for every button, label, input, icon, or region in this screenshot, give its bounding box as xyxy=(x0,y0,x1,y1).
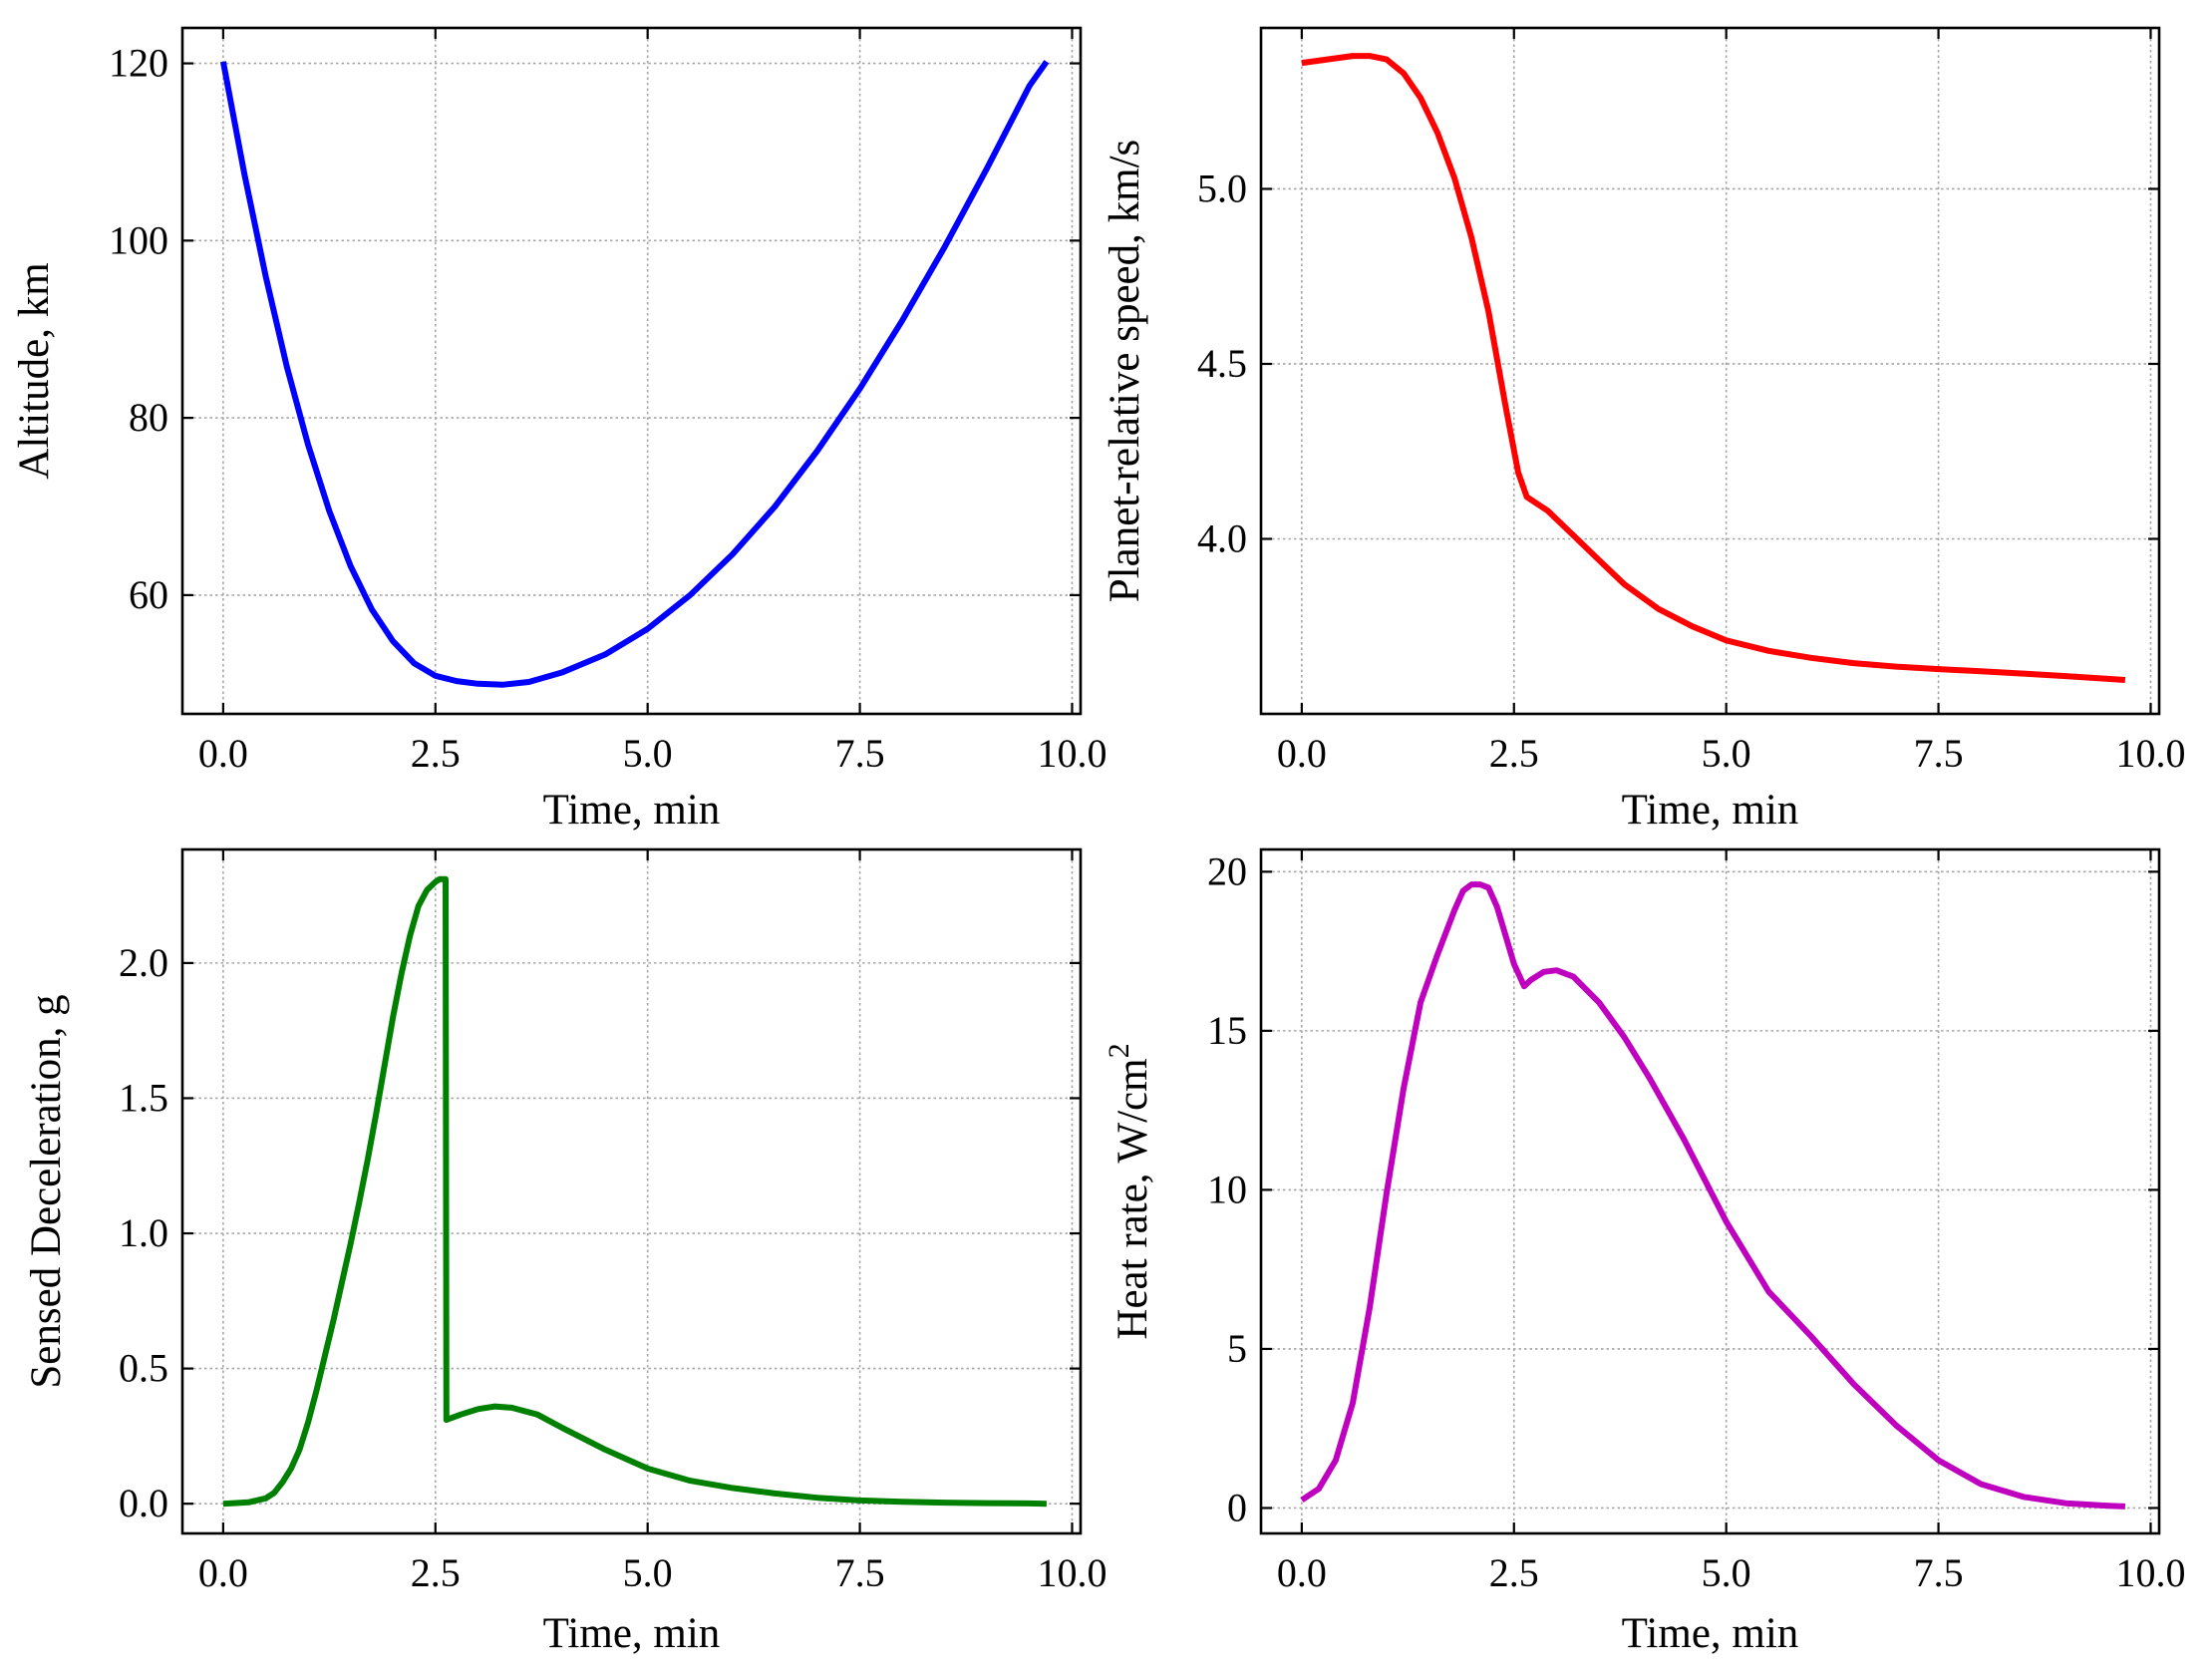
chart-panel-1: 0.0 2.5 5.0 7.5 10.0 60 80 100 120 Time, min Altit… xyxy=(11,26,1106,834)
chart-panel-2: 0.0 2.5 5.0 7.5 10.0 4.0 4.5 5.0 Time, min Planet… xyxy=(1102,26,2185,834)
y-tick-label: 5.0 xyxy=(1197,166,1247,210)
x-axis-label: Time, min xyxy=(1622,1610,1799,1657)
y-axis-label-text: Sensed Deceleration, g xyxy=(23,994,70,1388)
x-axis-label: Time, min xyxy=(543,787,721,834)
y-tick-label: 100 xyxy=(109,217,168,262)
y-axis-label: Altitude, km xyxy=(11,262,58,479)
y-axis-label-text: Altitude, km xyxy=(11,262,58,479)
x-tick-label: 2.5 xyxy=(411,1550,461,1595)
x-tick-label: 10.0 xyxy=(1037,731,1106,776)
plot-frame xyxy=(180,26,1083,716)
x-tick-label: 0.0 xyxy=(1277,1550,1327,1595)
y-axis-label-text: Heat rate, W/cm xyxy=(1109,1058,1156,1339)
x-tick-label: 7.5 xyxy=(1914,731,1964,776)
y-axis-label: Heat rate, W/cm2 xyxy=(1103,1043,1156,1339)
x-tick-label: 5.0 xyxy=(623,1550,673,1595)
x-axis-label: Time, min xyxy=(1622,787,1799,834)
y-axis-label-text: Planet-relative speed, km/s xyxy=(1102,140,1148,603)
x-tick-label: 5.0 xyxy=(1702,731,1751,776)
y-axis-label-superscript: 2 xyxy=(1103,1043,1135,1058)
x-tick-label: 2.5 xyxy=(411,731,461,776)
x-tick-label: 7.5 xyxy=(1914,1550,1964,1595)
x-axis-label: Time, min xyxy=(543,1610,721,1657)
y-tick-label: 20 xyxy=(1207,848,1247,893)
y-tick-label: 15 xyxy=(1207,1008,1247,1053)
y-tick-label: 10 xyxy=(1207,1167,1247,1211)
x-tick-label: 7.5 xyxy=(835,1550,885,1595)
x-tick-label: 2.5 xyxy=(1489,731,1539,776)
y-tick-label: 120 xyxy=(109,41,168,86)
y-tick-label: 1.5 xyxy=(119,1075,168,1120)
x-tick-label: 10.0 xyxy=(2115,1550,2185,1595)
x-tick-label: 2.5 xyxy=(1489,1550,1539,1595)
series-line-3 xyxy=(222,875,1047,1508)
x-tick-label: 0.0 xyxy=(198,1550,248,1595)
x-tick-label: 0.0 xyxy=(198,731,248,776)
x-tick-label: 5.0 xyxy=(623,731,673,776)
plot-frame xyxy=(1259,26,2161,716)
series-line-2 xyxy=(1301,53,2126,683)
x-tick-label: 10.0 xyxy=(1037,1550,1106,1595)
y-tick-label: 80 xyxy=(129,395,168,440)
y-tick-label: 60 xyxy=(129,572,168,617)
x-tick-label: 10.0 xyxy=(2115,731,2185,776)
series-line-4 xyxy=(1300,881,2126,1510)
x-tick-label: 7.5 xyxy=(835,731,885,776)
y-tick-label: 4.5 xyxy=(1197,341,1247,386)
series-line-1 xyxy=(219,60,1050,688)
y-tick-label: 2.0 xyxy=(119,940,168,985)
x-tick-label: 5.0 xyxy=(1702,1550,1751,1595)
y-axis-label: Planet-relative speed, km/s xyxy=(1102,140,1148,603)
y-tick-label: 0.0 xyxy=(119,1481,168,1525)
y-tick-label: 0.5 xyxy=(119,1346,168,1391)
y-tick-label: 0 xyxy=(1227,1485,1247,1529)
chart-panel-3: 0.0 2.5 5.0 7.5 10.0 0.0 0.5 1.0 1.5 2.0 Time, min… xyxy=(23,847,1106,1657)
y-tick-label: 4.0 xyxy=(1197,515,1247,560)
y-tick-label: 5 xyxy=(1227,1326,1247,1371)
chart-panel-4: 0.0 2.5 5.0 7.5 10.0 0 5 10 15 20 Time, min Heat ra… xyxy=(1103,847,2185,1657)
y-tick-label: 1.0 xyxy=(119,1210,168,1255)
x-tick-label: 0.0 xyxy=(1277,731,1327,776)
plot-frame xyxy=(180,847,1083,1535)
plot-frame xyxy=(1259,847,2161,1535)
y-axis-label: Sensed Deceleration, g xyxy=(23,994,70,1388)
